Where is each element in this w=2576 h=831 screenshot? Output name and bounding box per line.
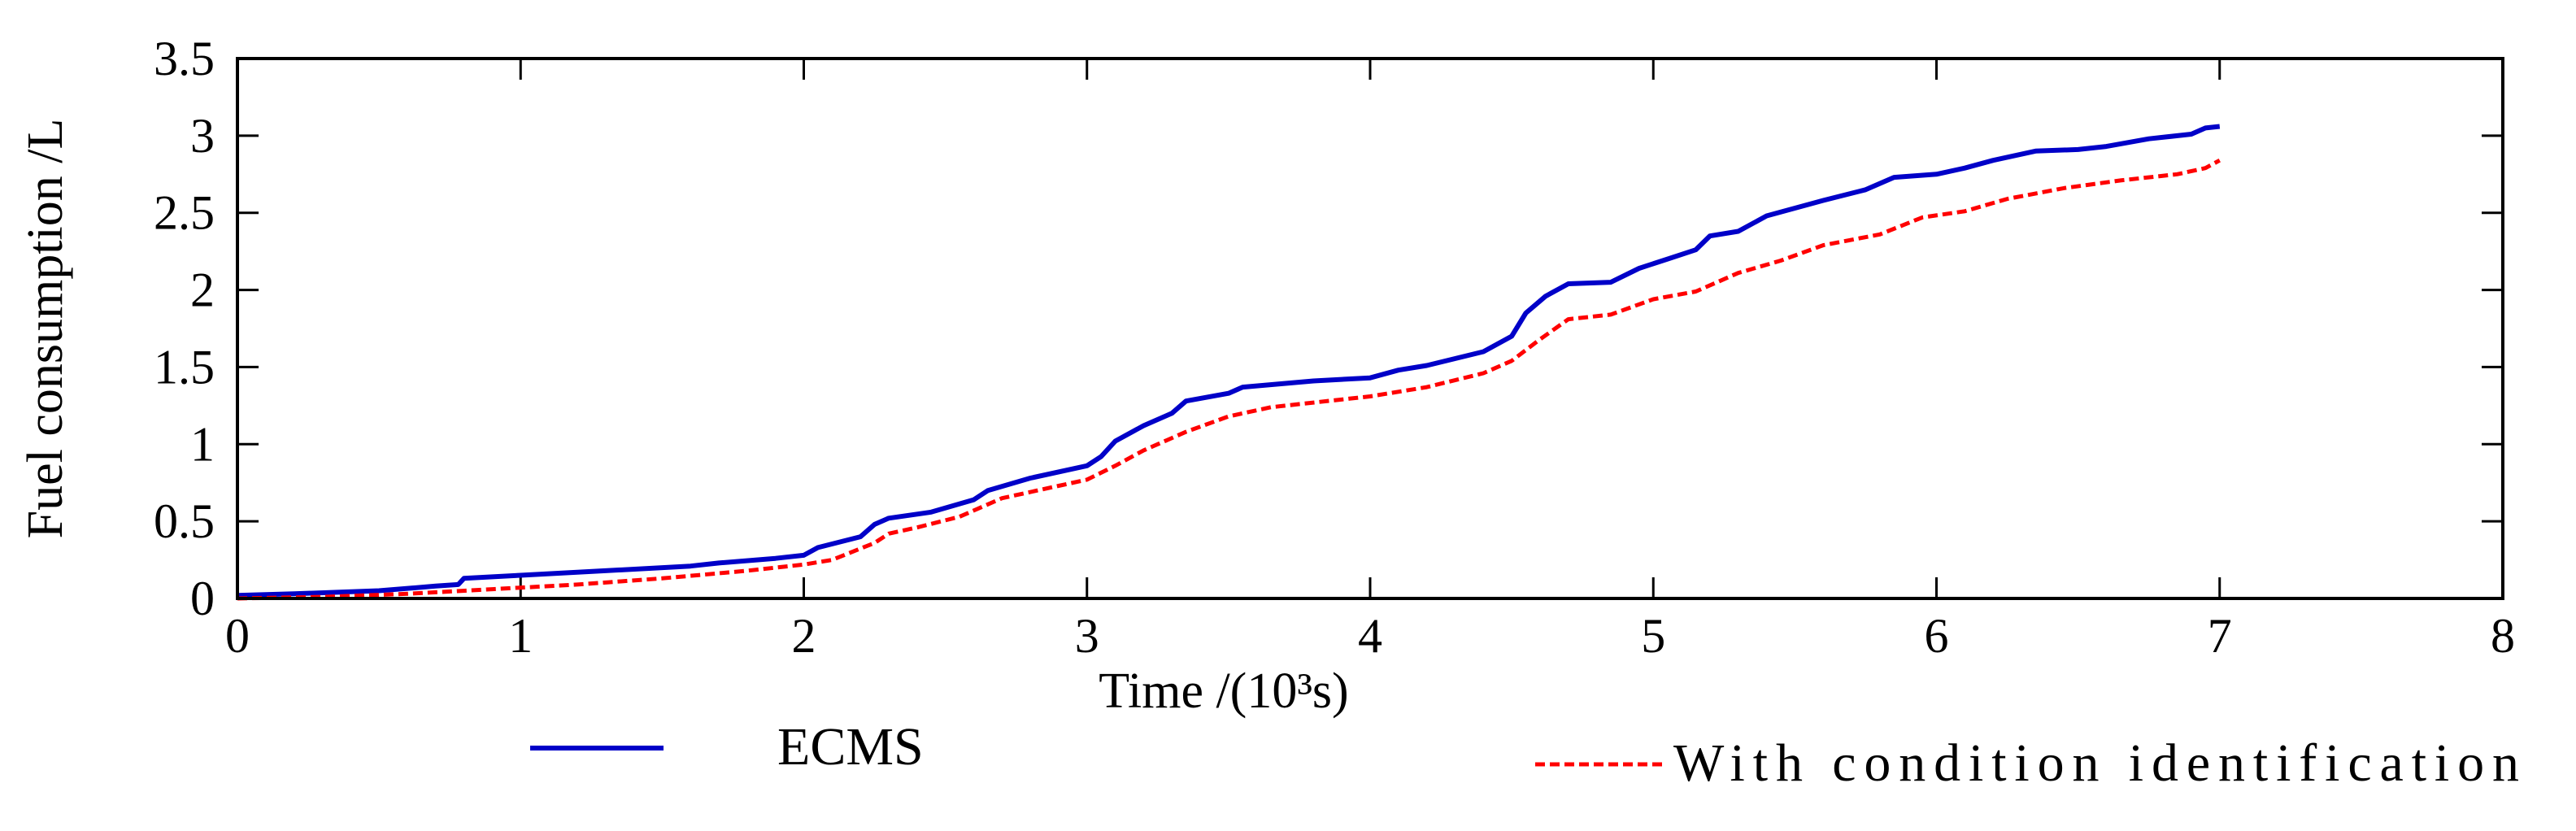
- x-tick-label: 4: [1358, 609, 1382, 663]
- y-tick-label: 0: [190, 572, 215, 625]
- x-tick-label: 7: [2208, 609, 2232, 663]
- y-tick-label: 3: [190, 109, 215, 163]
- series-line-condition-identification: [237, 159, 2221, 601]
- x-tick-label: 8: [2491, 609, 2515, 663]
- ticks-layer: 0 1 2 3 4 5 6 7 8 0 0.5 1 1.5 2 2.5 3 3.5: [154, 32, 2515, 663]
- y-tick-label: 2.5: [154, 186, 215, 240]
- x-tick-label: 3: [1075, 609, 1099, 663]
- y-axis-title: Fuel consumption /L: [18, 119, 73, 539]
- y-tick-label: 2: [190, 263, 215, 317]
- x-tick-label: 1: [508, 609, 533, 663]
- y-tick-label: 0.5: [154, 494, 215, 548]
- x-tick-label: 2: [792, 609, 816, 663]
- legend-label-condition-identification: With condition identification: [1673, 733, 2519, 793]
- x-tick-label: 5: [1641, 609, 1665, 663]
- x-axis-title: Time /(10³s): [1099, 663, 1348, 719]
- y-tick-label: 1.5: [154, 340, 215, 394]
- y-tick-label: 1: [190, 417, 215, 471]
- labels-layer: Time /(10³s) Fuel consumption /L: [18, 119, 1349, 719]
- legend: ECMS With condition identification: [530, 717, 2519, 793]
- plot-frame: [236, 57, 2504, 600]
- series-line-ecms: [237, 124, 2221, 598]
- legend-label-ecms: ECMS: [777, 717, 924, 777]
- y-tick-label: 3.5: [154, 32, 215, 85]
- x-tick-label: 6: [1925, 609, 1949, 663]
- x-tick-label: 0: [225, 609, 250, 663]
- series-layer: [237, 124, 2221, 601]
